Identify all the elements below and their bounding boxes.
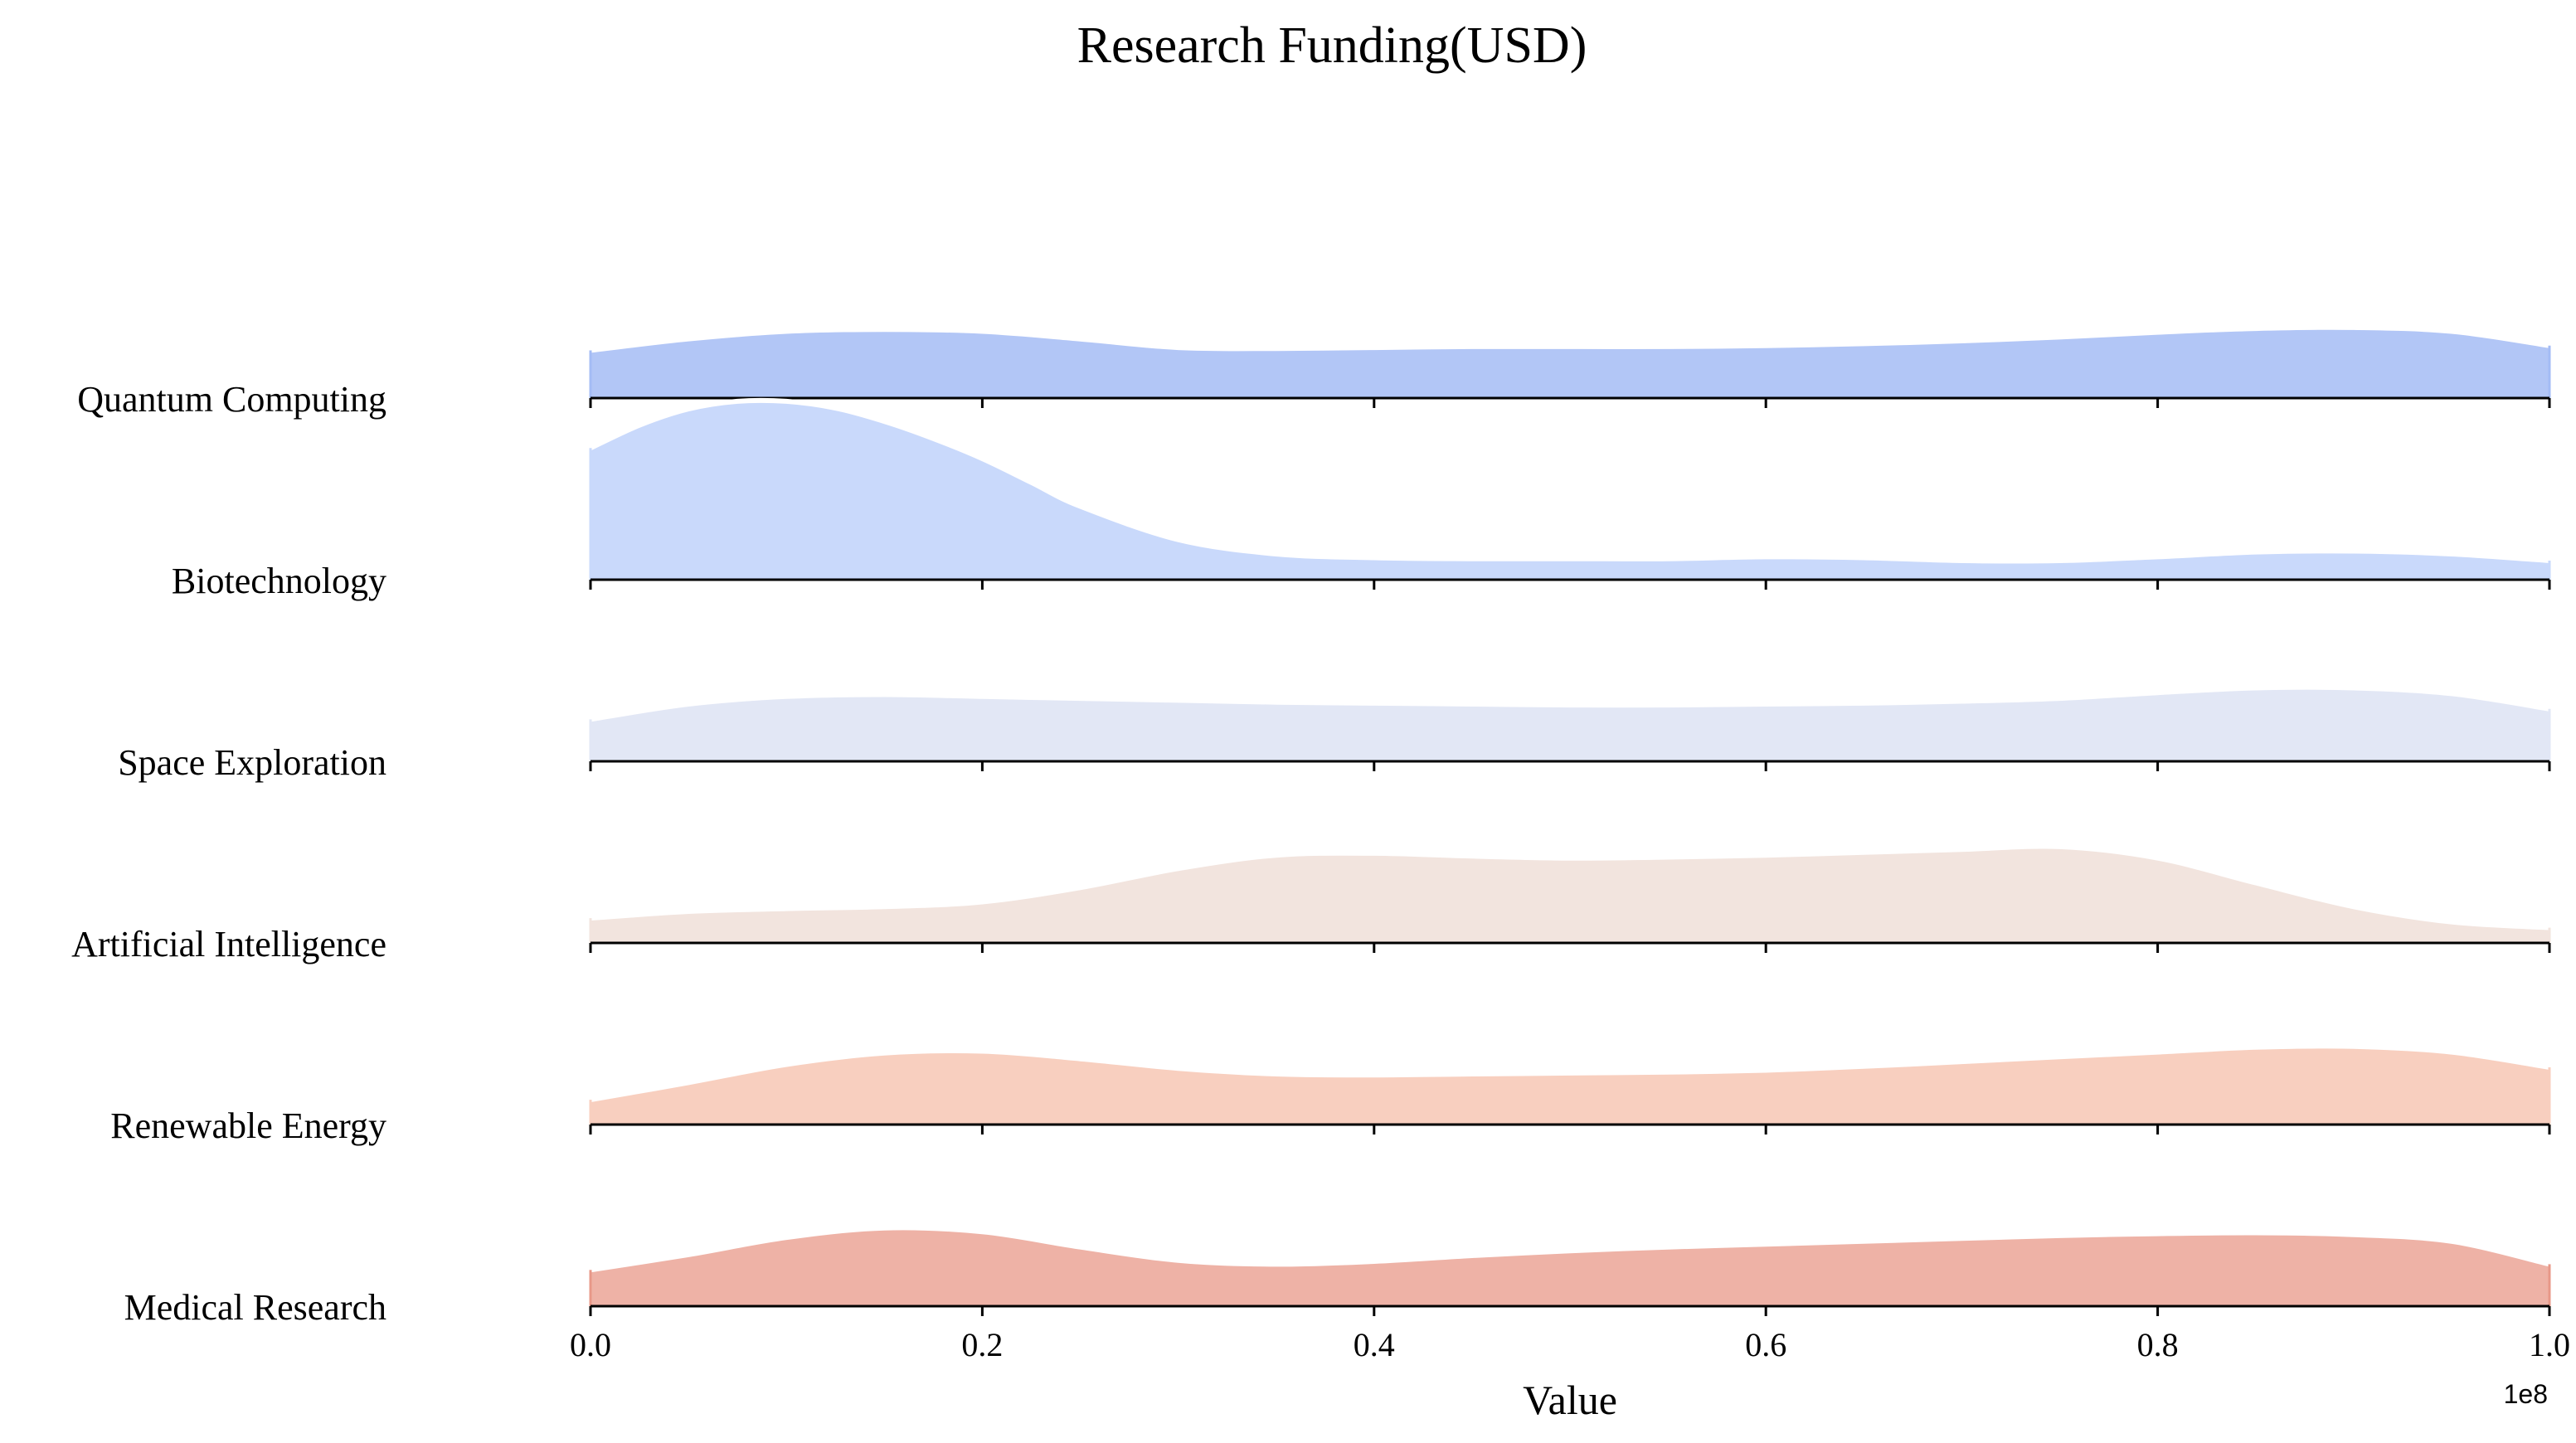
category-label-artificial-intelligence: Artificial Intelligence: [71, 924, 386, 964]
x-tick-label: 0.4: [1354, 1326, 1395, 1363]
density-outline-renewable-energy: [590, 1043, 2550, 1103]
density-outline-medical-research: [590, 1225, 2550, 1273]
x-tick-labels: 0.0 0.2 0.4 0.6 0.8 1.0: [570, 1326, 2570, 1363]
density-area-biotechnology: [591, 400, 2549, 580]
density-outline-space-exploration: [590, 684, 2550, 722]
x-offset-label: 1e8: [2504, 1379, 2548, 1409]
ridge-space-exploration: Space Exploration: [118, 684, 2551, 783]
ridge-artificial-intelligence: Artificial Intelligence: [71, 843, 2551, 964]
density-area-space-exploration: [591, 687, 2549, 761]
category-label-renewable-energy: Renewable Energy: [110, 1105, 386, 1146]
category-label-biotechnology: Biotechnology: [172, 561, 386, 601]
category-label-space-exploration: Space Exploration: [118, 742, 386, 783]
density-area-artificial-intelligence: [591, 846, 2549, 943]
density-area-medical-research: [591, 1227, 2549, 1306]
density-outline-quantum-computing: [590, 324, 2550, 353]
density-outline-artificial-intelligence: [590, 843, 2550, 930]
category-label-medical-research: Medical Research: [124, 1287, 386, 1328]
x-tick-label: 0.2: [961, 1326, 1003, 1363]
x-tick-label: 1.0: [2529, 1326, 2570, 1363]
density-area-renewable-energy: [591, 1046, 2549, 1125]
category-label-quantum-computing: Quantum Computing: [77, 379, 386, 420]
ridge-medical-research: Medical Research: [124, 1225, 2551, 1328]
x-tick-label: 0.0: [570, 1326, 611, 1363]
ridges-group: Quantum Computing Biotechnology Space Expl…: [71, 324, 2551, 1328]
ridge-biotechnology: Biotechnology: [172, 397, 2551, 601]
chart-title: Research Funding(USD): [1077, 17, 1587, 74]
x-tick-label: 0.6: [1745, 1326, 1786, 1363]
ridge-renewable-energy: Renewable Energy: [110, 1043, 2551, 1146]
x-tick-label: 0.8: [2137, 1326, 2179, 1363]
ridge-quantum-computing: Quantum Computing: [77, 324, 2551, 420]
density-outline-biotechnology: [589, 397, 2550, 564]
density-area-quantum-computing: [591, 327, 2549, 398]
x-axis-label: Value: [1523, 1377, 1617, 1423]
